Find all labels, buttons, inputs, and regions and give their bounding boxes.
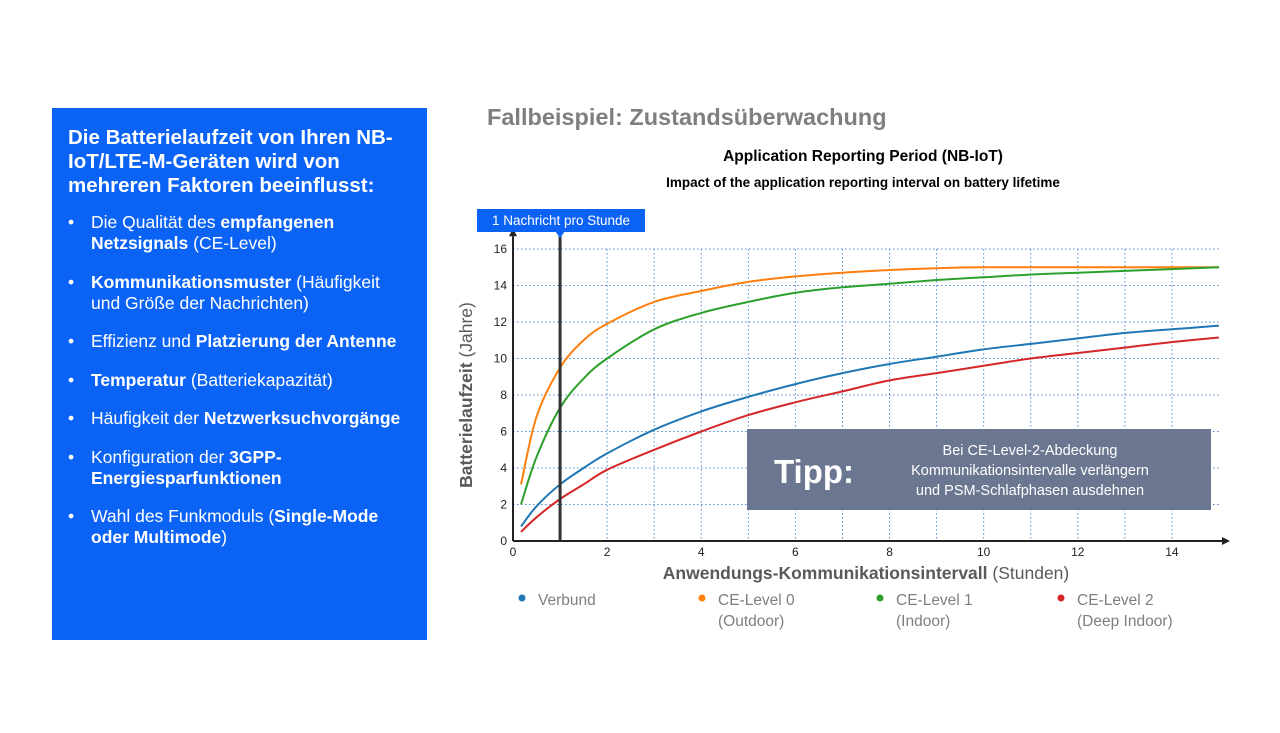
factor-text: Wahl des Funkmoduls ( [91, 506, 275, 526]
x-tick-label: 8 [886, 545, 893, 559]
series-line-0 [520, 324, 1220, 528]
y-tick-label: 2 [500, 498, 507, 512]
x-tick-label: 2 [604, 545, 611, 559]
factor-text: 3GPP-Energiesparfunktionen [91, 446, 282, 488]
tip-callout-heading: Tipp: [774, 453, 854, 490]
chart-title: Application Reporting Period (NB-IoT) [723, 148, 1003, 165]
y-axis-label-bold: Batterielaufzeit [456, 362, 476, 488]
factor-item: • Temperatur (Batteriekapazität) [68, 370, 413, 391]
tip-callout-line: Kommunikationsintervalle verlängern [911, 463, 1149, 479]
y-tick-label: 8 [500, 388, 507, 402]
chart-subtitle: Impact of the application reporting inte… [666, 175, 1060, 190]
x-axis-label: Anwendungs-Kommunikationsintervall (Stun… [663, 563, 1069, 583]
legend-label-3: CE-Level 2 [1077, 592, 1154, 609]
factor-text: empfangenen Netzsignals [91, 212, 335, 253]
y-tick-label: 4 [500, 461, 507, 475]
y-axis-arrow-icon [509, 228, 517, 237]
info-heading: Die Batterielaufzeit von Ihren NB-IoT/LT… [68, 126, 393, 197]
bullet-icon: • [68, 446, 75, 467]
tip-callout-line: Bei CE-Level-2-Abdeckung [943, 443, 1118, 459]
tip-callout-box [747, 429, 1211, 510]
bullet-icon: • [68, 506, 75, 526]
factor-text: Platzierung der Antenne [195, 331, 397, 351]
tip-callout-line: und PSM-Schlafphasen ausdehnen [916, 483, 1144, 499]
bullet-icon: • [68, 369, 75, 390]
x-tick-label: 6 [792, 545, 799, 559]
factor-item: • Effizienz und Platzierung der Antenne [68, 331, 413, 352]
y-tick-label: 14 [494, 279, 508, 293]
factor-item: • Wahl des Funkmoduls (Single-Mode oder M… [68, 506, 413, 548]
x-tick-label: 10 [977, 545, 991, 559]
y-axis-label: Batterielaufzeit (Jahre) [456, 302, 476, 488]
factor-text: Effizienz und [91, 331, 196, 351]
bullet-icon: • [68, 408, 75, 428]
factor-text: (Häufigkeit und Größe der Nachrichten) [91, 271, 380, 313]
legend-marker-0 [518, 594, 526, 602]
legend-marker-3 [1057, 594, 1065, 602]
factor-text: (Batteriekapazität) [185, 369, 333, 390]
x-tick-label: 4 [698, 545, 705, 559]
reporting-marker-label: 1 Nachricht pro Stunde [492, 213, 630, 228]
x-tick-label: 12 [1071, 545, 1085, 559]
factor-text: (CE-Level) [188, 233, 277, 253]
x-axis-label-unit: (Stunden) [988, 563, 1070, 583]
y-tick-label: 0 [500, 534, 507, 548]
factor-text: Konfiguration der [91, 446, 230, 467]
factor-text: Netzwerksuchvorgänge [203, 408, 401, 428]
legend-marker-1 [698, 594, 706, 602]
factor-text: ) [221, 527, 228, 547]
factor-text: Kommunikationsmuster [91, 271, 292, 292]
page-heading: Fallbeispiel: Zustandsüberwachung [487, 104, 887, 130]
y-tick-label: 16 [494, 242, 508, 256]
legend-sublabel-2: (Indoor) [896, 613, 950, 630]
bullet-icon: • [68, 331, 75, 351]
series-line-1 [520, 266, 1220, 485]
legend-sublabel-1: (Outdoor) [718, 613, 784, 630]
factor-item: • Konfiguration der 3GPP-Energiesparfunkt… [68, 447, 413, 489]
legend-label-1: CE-Level 0 [718, 592, 795, 609]
series-line-3 [520, 336, 1220, 533]
y-tick-label: 6 [500, 425, 507, 439]
factor-list: • Die Qualität des empfangenen Netzsignal… [68, 212, 413, 548]
y-tick-label: 12 [494, 315, 508, 329]
factor-text: Single-Mode oder Multimode [91, 506, 379, 547]
factor-item: • Die Qualität des empfangenen Netzsignal… [68, 212, 413, 254]
legend-marker-2 [876, 594, 884, 602]
factor-item: • Kommunikationsmuster (Häufigkeit und Gr… [68, 272, 413, 314]
legend-label-0: Verbund [538, 592, 596, 609]
x-axis-label-bold: Anwendungs-Kommunikationsintervall [663, 563, 988, 583]
series-line-2 [520, 266, 1220, 505]
x-tick-label: 0 [510, 545, 517, 559]
legend-sublabel-3: (Deep Indoor) [1077, 613, 1173, 630]
factor-text: Temperatur [91, 369, 186, 390]
marker-pointer-icon [555, 231, 566, 238]
legend-label-2: CE-Level 1 [896, 592, 973, 609]
bullet-icon: • [68, 212, 75, 232]
y-axis-label-unit: (Jahre) [456, 302, 476, 362]
x-tick-label: 14 [1165, 545, 1179, 559]
x-axis-arrow-icon [1222, 537, 1230, 545]
factor-text: Häufigkeit der [91, 408, 204, 428]
bullet-icon: • [68, 271, 75, 292]
y-tick-label: 10 [494, 352, 508, 366]
factor-item: • Häufigkeit der Netzwerksuchvorgänge [68, 408, 413, 429]
info-panel: Die Batterielaufzeit von Ihren NB-IoT/LT… [52, 108, 427, 640]
reporting-marker-box [477, 209, 645, 232]
factor-text: Die Qualität des [91, 212, 221, 232]
